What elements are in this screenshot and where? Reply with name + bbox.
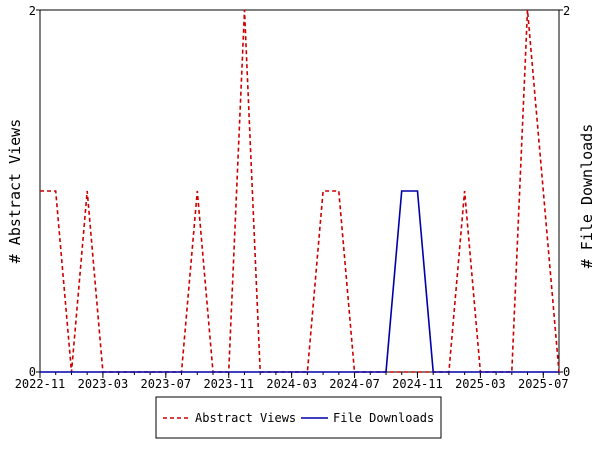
x-tick-label: 2024-03 xyxy=(266,377,317,391)
x-tick-label: 2023-03 xyxy=(78,377,129,391)
y-tick-label-left: 0 xyxy=(29,365,36,379)
x-tick-label: 2023-07 xyxy=(141,377,192,391)
series-line-abstract-views xyxy=(40,9,560,373)
y-tick-label-right: 0 xyxy=(563,365,570,379)
series-line-file-downloads xyxy=(40,190,559,373)
legend-label-abstract-views: Abstract Views xyxy=(195,411,296,425)
x-tick-label: 2024-07 xyxy=(329,377,380,391)
y-axis-label-right: # File Downloads xyxy=(578,124,596,269)
legend-box xyxy=(155,396,442,439)
x-tick-label: 2022-11 xyxy=(15,377,66,391)
x-tick-label: 2024-11 xyxy=(392,377,443,391)
legend: Abstract Views File Downloads xyxy=(155,396,442,439)
x-tick-label: 2025-03 xyxy=(455,377,506,391)
x-tick-label: 2025-07 xyxy=(518,377,569,391)
plot-area: 2022-11 2023-03 2023-07 2023-11 2024-03 2024-… xyxy=(15,4,571,391)
legend-label-file-downloads: File Downloads xyxy=(333,411,434,425)
plot-frame xyxy=(39,9,560,373)
y-tick-label-right: 2 xyxy=(563,4,570,18)
x-tick-label: 2023-11 xyxy=(203,377,254,391)
y-tick-label-left: 2 xyxy=(29,4,36,18)
y-axis-label-left: # Abstract Views xyxy=(6,119,24,264)
